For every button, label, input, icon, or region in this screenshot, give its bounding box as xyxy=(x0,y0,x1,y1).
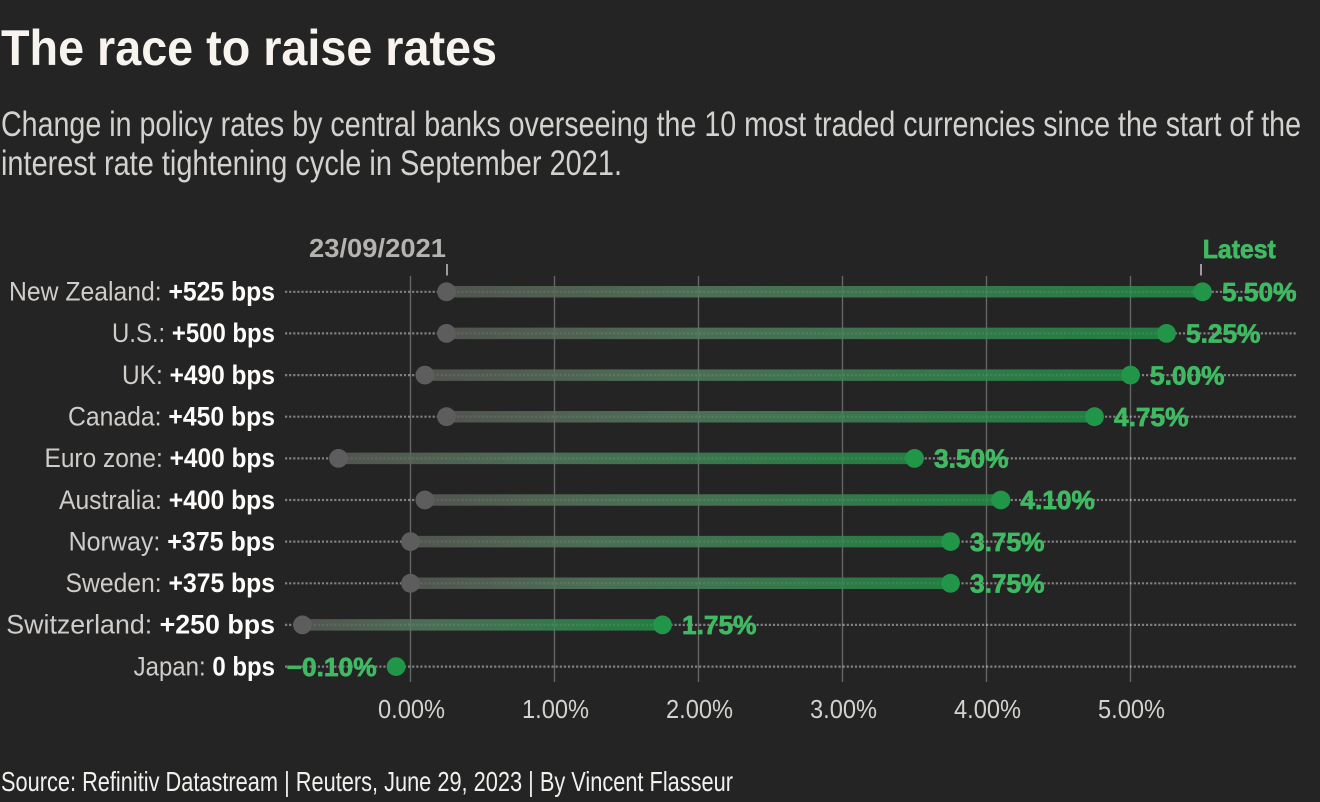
svg-text:Euro zone: +400 bps: Euro zone: +400 bps xyxy=(45,443,276,473)
svg-text:4.10%: 4.10% xyxy=(1020,485,1095,515)
svg-text:1.00%: 1.00% xyxy=(522,696,589,724)
svg-text:Australia: +400 bps: Australia: +400 bps xyxy=(59,485,275,515)
svg-text:3.50%: 3.50% xyxy=(934,444,1009,474)
svg-text:5.00%: 5.00% xyxy=(1098,696,1165,724)
svg-text:4.75%: 4.75% xyxy=(1114,402,1189,432)
svg-text:3.75%: 3.75% xyxy=(970,569,1045,599)
svg-text:Sweden: +375 bps: Sweden: +375 bps xyxy=(66,568,276,598)
svg-text:Norway: +375 bps: Norway: +375 bps xyxy=(69,526,275,556)
svg-text:Source: Refinitiv Datastream |: Source: Refinitiv Datastream | Reuters, … xyxy=(1,766,733,797)
svg-text:5.00%: 5.00% xyxy=(1150,360,1225,390)
svg-text:U.S.: +500 bps: U.S.: +500 bps xyxy=(112,318,275,348)
svg-text:0.00%: 0.00% xyxy=(378,696,445,724)
svg-text:23/09/2021: 23/09/2021 xyxy=(309,235,446,263)
svg-text:1.75%: 1.75% xyxy=(682,610,757,640)
svg-text:5.25%: 5.25% xyxy=(1186,319,1261,349)
svg-text:4.00%: 4.00% xyxy=(954,696,1021,724)
svg-text:Switzerland: +250 bps: Switzerland: +250 bps xyxy=(6,610,275,640)
svg-text:New Zealand: +525 bps: New Zealand: +525 bps xyxy=(9,277,275,307)
svg-text:Japan: 0 bps: Japan: 0 bps xyxy=(134,651,275,681)
svg-text:interest rate tightening cycle: interest rate tightening cycle in Septem… xyxy=(1,144,622,183)
svg-text:Change in policy rates by cent: Change in policy rates by central banks … xyxy=(1,105,1301,144)
svg-text:3.00%: 3.00% xyxy=(810,696,877,724)
svg-text:UK: +490 bps: UK: +490 bps xyxy=(122,360,275,390)
svg-text:Canada: +450 bps: Canada: +450 bps xyxy=(68,402,275,432)
svg-text:5.50%: 5.50% xyxy=(1222,277,1297,307)
svg-text:Latest: Latest xyxy=(1203,234,1276,264)
svg-text:The race to raise rates: The race to raise rates xyxy=(1,20,497,76)
svg-text:2.00%: 2.00% xyxy=(666,696,733,724)
svg-text:−0.10%: −0.10% xyxy=(287,652,377,682)
svg-text:3.75%: 3.75% xyxy=(970,527,1045,557)
